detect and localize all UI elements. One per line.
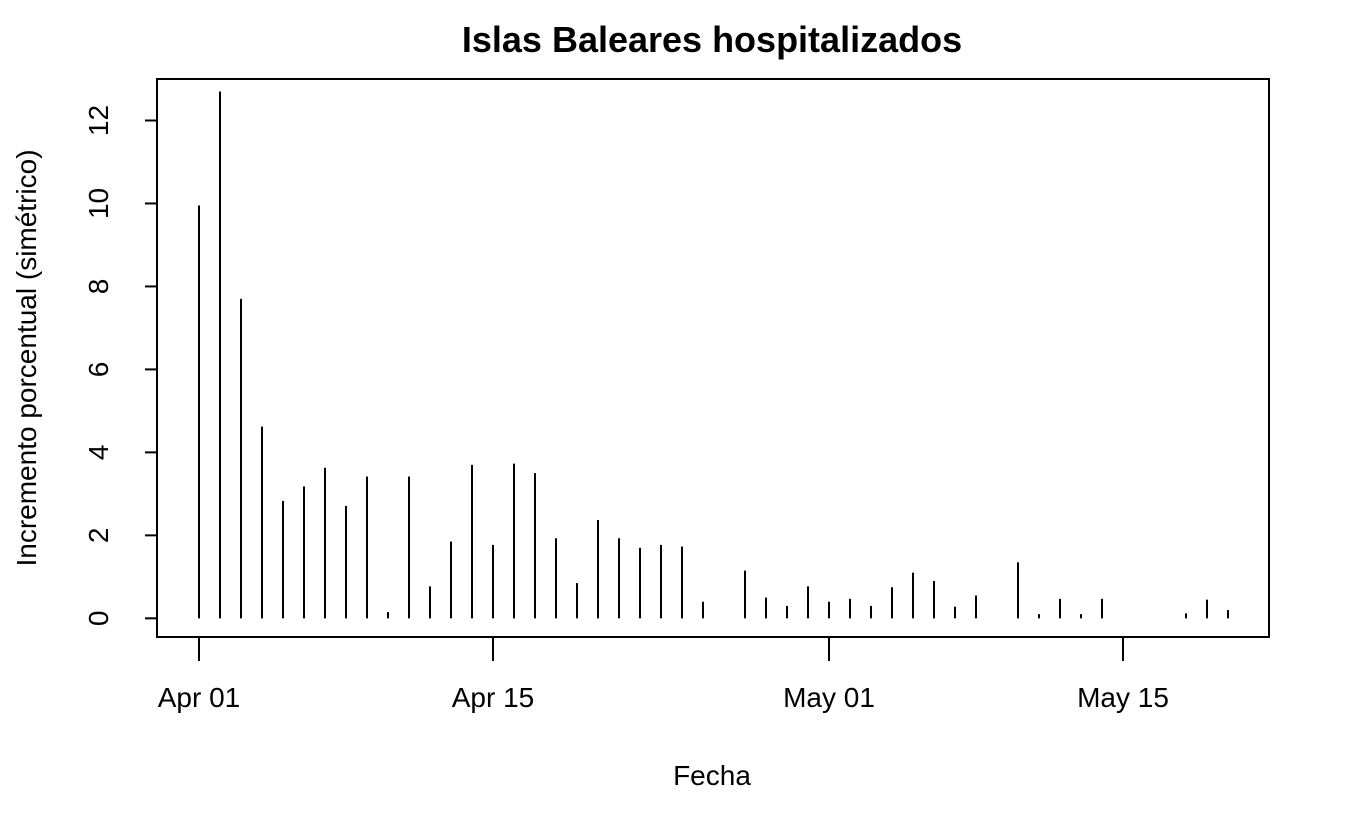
- y-axis-label: Incremento porcentual (simétrico): [11, 149, 42, 566]
- plot-frame: [156, 78, 1270, 638]
- x-axis-label: Fecha: [673, 760, 751, 791]
- x-axis: Apr 01 Apr 15 May 01 May 15: [158, 636, 1169, 713]
- y-tick-label-6: 6: [83, 362, 114, 378]
- y-axis: 0 2 4 6 8 10 12: [83, 105, 158, 627]
- spike-series: [198, 91, 1229, 619]
- chart-title: Islas Baleares hospitalizados: [462, 19, 962, 60]
- y-tick-label-0: 0: [83, 611, 114, 627]
- x-tick-label-2020-04-01: Apr 01: [158, 682, 241, 713]
- y-tick-label-12: 12: [83, 105, 114, 136]
- x-tick-label-2020-04-15: Apr 15: [452, 682, 535, 713]
- y-tick-label-2: 2: [83, 528, 114, 544]
- y-tick-label-10: 10: [83, 188, 114, 219]
- y-tick-label-4: 4: [83, 445, 114, 461]
- y-tick-label-8: 8: [83, 279, 114, 295]
- x-tick-label-2020-05-01: May 01: [783, 682, 875, 713]
- x-tick-label-2020-05-15: May 15: [1077, 682, 1169, 713]
